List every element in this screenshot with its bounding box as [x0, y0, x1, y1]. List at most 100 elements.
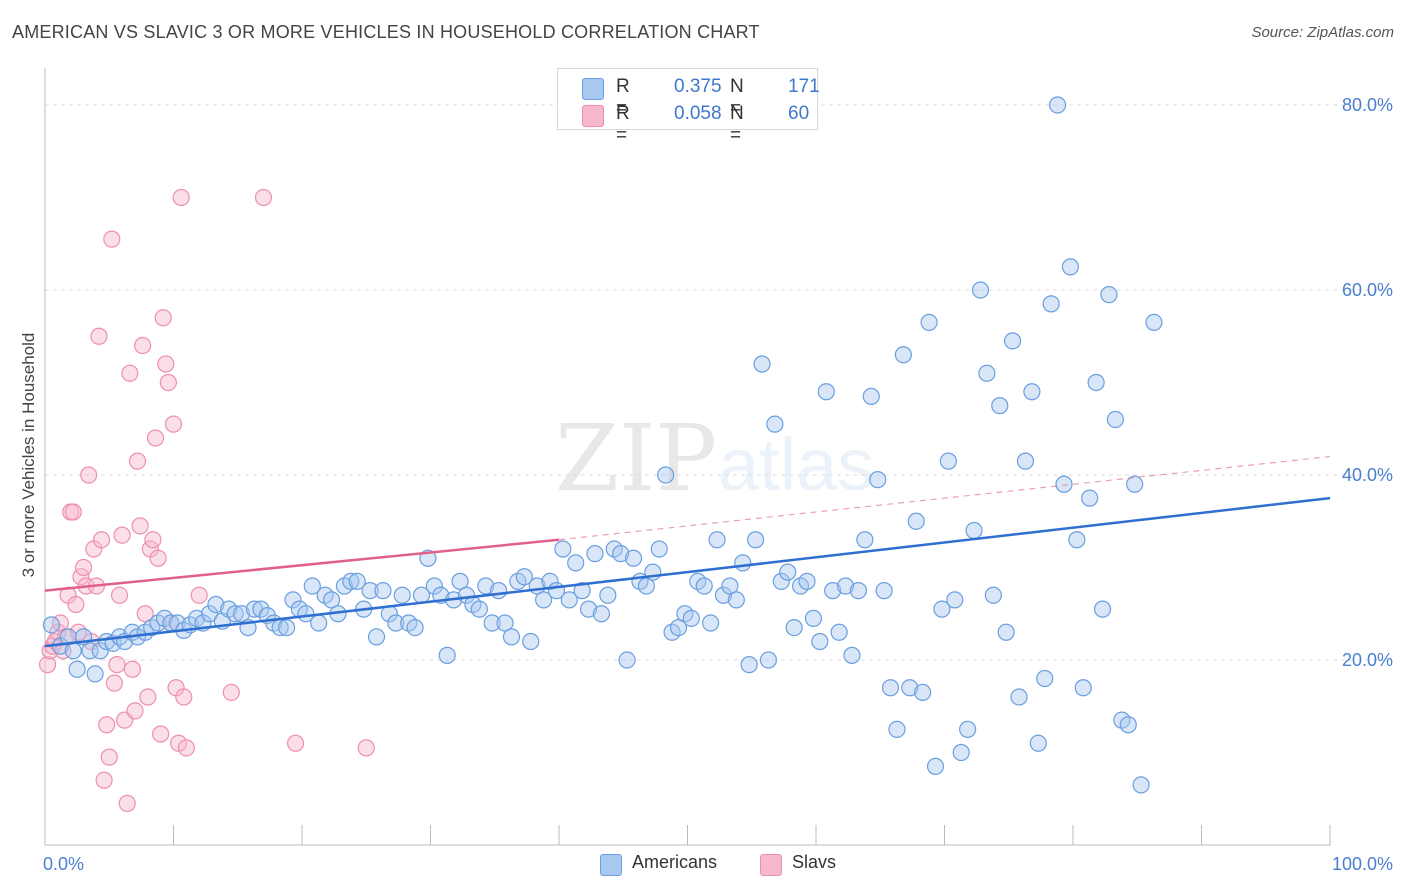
americans-point	[811, 632, 829, 651]
slavs-point	[146, 429, 165, 447]
legend-n-label: N =	[730, 76, 744, 119]
slavs-point	[172, 188, 190, 207]
americans-swatch	[582, 78, 604, 100]
slavs-point	[134, 336, 152, 355]
americans-point	[997, 623, 1015, 641]
americans-point	[881, 679, 900, 697]
americans-point	[740, 656, 758, 674]
americans-point	[869, 471, 887, 489]
americans-point	[86, 665, 104, 683]
slavs-point	[175, 688, 193, 706]
americans-point	[708, 531, 726, 549]
americans-point	[361, 582, 379, 600]
slavs-point	[95, 771, 113, 789]
slavs-point	[157, 355, 175, 373]
americans-point	[1132, 776, 1150, 794]
americans-point	[952, 743, 970, 762]
americans-point	[753, 355, 771, 373]
americans-point	[734, 554, 752, 572]
americans-point	[303, 577, 321, 595]
slavs-point	[128, 452, 147, 470]
americans-point	[496, 614, 514, 632]
americans-point	[1126, 475, 1144, 493]
americans-point	[393, 586, 411, 604]
legend-n-value: 171	[788, 76, 820, 97]
slavs-point	[92, 531, 111, 549]
americans-point	[560, 591, 578, 609]
trend-lines	[44, 455, 1331, 648]
americans-point	[534, 591, 553, 609]
tick-labels: 20.0% 40.0% 60.0% 80.0% 0.0% 100.0%	[43, 95, 1393, 874]
americans-point	[824, 582, 842, 600]
americans-point	[1081, 489, 1099, 507]
americans-point	[1087, 373, 1105, 392]
slavs-point	[286, 734, 305, 752]
slavs-point	[80, 466, 98, 484]
americans-point	[515, 568, 533, 586]
americans-point	[907, 512, 925, 530]
americans-point	[586, 545, 604, 563]
americans-point	[322, 591, 341, 609]
legend-n-value: 60	[788, 103, 810, 124]
americans-point	[1048, 96, 1067, 114]
americans-point	[1093, 600, 1112, 618]
americans-point	[502, 628, 521, 646]
slavs-label: Slavs	[792, 852, 837, 872]
americans-point	[702, 614, 720, 632]
americans-point	[727, 591, 745, 609]
americans-point	[933, 600, 951, 618]
americans-point	[1042, 295, 1060, 313]
americans-point	[1061, 258, 1080, 276]
americans-point	[856, 531, 874, 549]
americans-point	[843, 646, 861, 664]
americans-point	[618, 651, 636, 669]
americans-trend-line	[44, 496, 1331, 648]
americans-point	[901, 679, 919, 697]
americans-point	[939, 452, 957, 470]
slavs-point	[67, 595, 85, 614]
americans-point	[310, 614, 328, 632]
americans-point	[817, 383, 835, 401]
americans-point	[252, 600, 270, 618]
americans-point	[875, 582, 893, 600]
americans-point	[959, 720, 977, 738]
americans-point	[657, 466, 675, 484]
slavs-point	[38, 656, 57, 674]
americans-point	[804, 609, 823, 627]
y-axis-label: 3 or more Vehicles in Household	[19, 333, 38, 578]
americans-point	[348, 572, 366, 590]
americans-point	[971, 281, 990, 299]
americans-point	[483, 614, 501, 632]
americans-point	[669, 619, 688, 637]
grid-lines	[45, 104, 1392, 661]
slavs-point	[69, 623, 88, 641]
americans-point	[207, 595, 225, 614]
americans-point	[200, 605, 219, 623]
slavs-swatch	[582, 105, 604, 127]
slavs-point	[131, 517, 149, 535]
americans-point	[567, 554, 585, 572]
svg-text:ZIP: ZIP	[555, 405, 717, 512]
americans-point	[1119, 716, 1137, 734]
slavs-point	[357, 739, 375, 757]
x-tick-label-min: 0.0%	[43, 854, 84, 874]
americans-point	[1055, 475, 1073, 493]
americans-point	[68, 660, 86, 678]
americans-point	[1145, 313, 1163, 331]
americans-point	[226, 605, 244, 623]
slavs-point	[144, 531, 162, 549]
americans-point	[798, 572, 816, 590]
americans-point	[573, 582, 591, 600]
americans-label: Americans	[632, 852, 718, 872]
slavs-points	[38, 188, 375, 812]
americans-point	[650, 540, 668, 558]
americans-point	[714, 586, 733, 604]
americans-point	[277, 619, 296, 637]
slavs-point	[164, 415, 183, 433]
americans-point	[91, 642, 109, 660]
slavs-point	[98, 716, 116, 734]
americans-point	[592, 605, 611, 623]
americans-point	[1010, 688, 1028, 706]
americans-point	[1016, 452, 1035, 470]
americans-point	[785, 619, 803, 637]
